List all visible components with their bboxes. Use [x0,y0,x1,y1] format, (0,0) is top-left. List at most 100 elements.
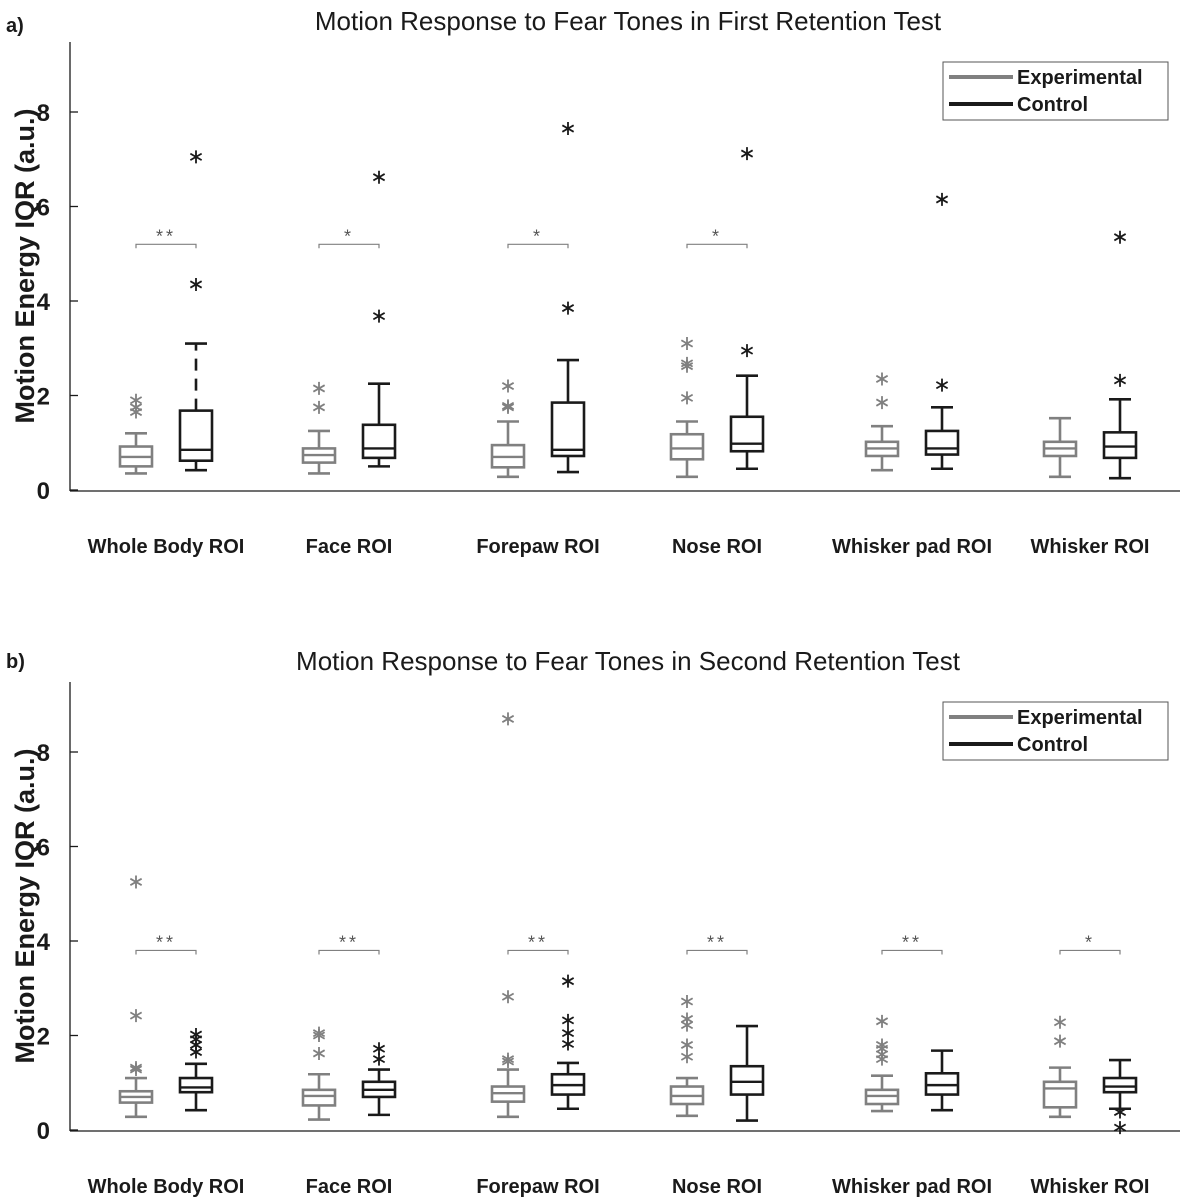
y-tick-label: 6 [37,195,50,222]
outlier-point [561,1013,575,1027]
outlier-point [680,1038,694,1052]
outlier-point [561,974,575,988]
x-category-label: Whisker ROI [1031,536,1150,558]
box-control-0 [178,1028,214,1112]
x-category-label: Nose ROI [672,1176,762,1198]
outlier-point [312,400,326,414]
y-tick-label: 2 [37,384,50,411]
outlier-point [680,1050,694,1064]
iqr-box [178,409,214,463]
outlier-point [1113,373,1127,387]
chart-panel-b: b) Motion Response to Fear Tones in Secon… [6,646,1180,1198]
outlier-point [680,1012,694,1026]
chart-panel-a: a) Motion Response to Fear Tones in First… [6,6,1180,558]
outlier-point [501,1052,515,1066]
iqr-box [924,429,960,456]
x-category-label: Whisker pad ROI [832,536,992,558]
outlier-point [129,1009,143,1023]
box-control-4 [924,1049,960,1112]
iqr-box [1102,431,1138,460]
box-control-5 [1102,1058,1138,1135]
y-tick-label: 0 [37,1118,50,1145]
box-control-2 [550,974,586,1111]
box-control-1 [361,170,397,468]
box-experimental-5 [1042,1015,1078,1119]
significance-label: * [533,226,543,246]
box-experimental-5 [1042,416,1078,479]
significance-label: * [1085,932,1095,952]
outlier-point [1053,1015,1067,1029]
significance-bracket [135,949,197,955]
outlier-point [680,391,694,405]
y-axis-label: Motion Energy IQR (a.u.) [10,749,40,1064]
outlier-point [1113,1105,1127,1119]
y-tick-label: 0 [37,478,50,505]
y-tick-label: 8 [37,100,50,127]
box-experimental-1 [301,381,337,475]
x-category-label: Whole Body ROI [88,536,245,558]
box-experimental-4 [864,1014,900,1113]
significance-bracket [1059,949,1121,955]
legend: Experimental Control [942,701,1169,761]
outlier-point [875,372,889,386]
legend-label: Experimental [1017,707,1143,729]
panel-label: b) [6,651,25,673]
significance-bracket [507,243,569,249]
outlier-point [1113,230,1127,244]
panel-label: a) [6,15,24,37]
significance-label: ** [156,932,176,952]
outlier-point [935,378,949,392]
iqr-box [1102,1076,1138,1094]
box-experimental-0 [118,393,154,475]
outlier-point [501,379,515,393]
box-experimental-2 [490,379,526,479]
significance-bracket [881,949,943,955]
box-experimental-3 [669,994,705,1118]
box-control-3 [729,147,765,471]
legend: Experimental Control [942,61,1169,121]
y-tick-label: 2 [37,1024,50,1051]
box-experimental-3 [669,337,705,479]
iqr-box [729,1064,765,1096]
outlier-point [189,1028,203,1042]
outlier-point [875,1038,889,1052]
iqr-box [178,1076,214,1094]
chart-title: Motion Response to Fear Tones in First R… [315,6,942,36]
legend-box [942,701,1169,761]
significance-bracket [318,243,380,249]
x-category-label: Face ROI [306,536,393,558]
legend-box [942,61,1169,121]
box-experimental-4 [864,372,900,472]
y-tick-label: 8 [37,740,50,767]
iqr-box [1042,1080,1078,1109]
outlier-point [935,192,949,206]
outlier-point [680,356,694,370]
x-category-label: Whisker pad ROI [832,1176,992,1198]
box-control-0 [178,150,214,472]
outlier-point [501,990,515,1004]
x-category-label: Face ROI [306,1176,393,1198]
x-category-label: Whole Body ROI [88,1176,245,1198]
outlier-point [1053,1034,1067,1048]
box-experimental-0 [118,875,154,1119]
legend-label: Control [1017,94,1088,116]
outlier-point [312,1026,326,1040]
outlier-point [189,277,203,291]
outlier-point [501,399,515,413]
significance-bracket [507,949,569,955]
significance-label: ** [156,226,176,246]
significance-bracket [318,949,380,955]
outlier-point [740,147,754,161]
outlier-point [312,1046,326,1060]
significance-label: ** [528,932,548,952]
significance-label: * [344,226,354,246]
outlier-point [129,1061,143,1075]
iqr-box [729,415,765,453]
outlier-point [561,1026,575,1040]
outlier-point [129,875,143,889]
outlier-point [372,309,386,323]
outlier-point [680,337,694,351]
iqr-box [669,432,705,461]
y-tick-label: 6 [37,835,50,862]
